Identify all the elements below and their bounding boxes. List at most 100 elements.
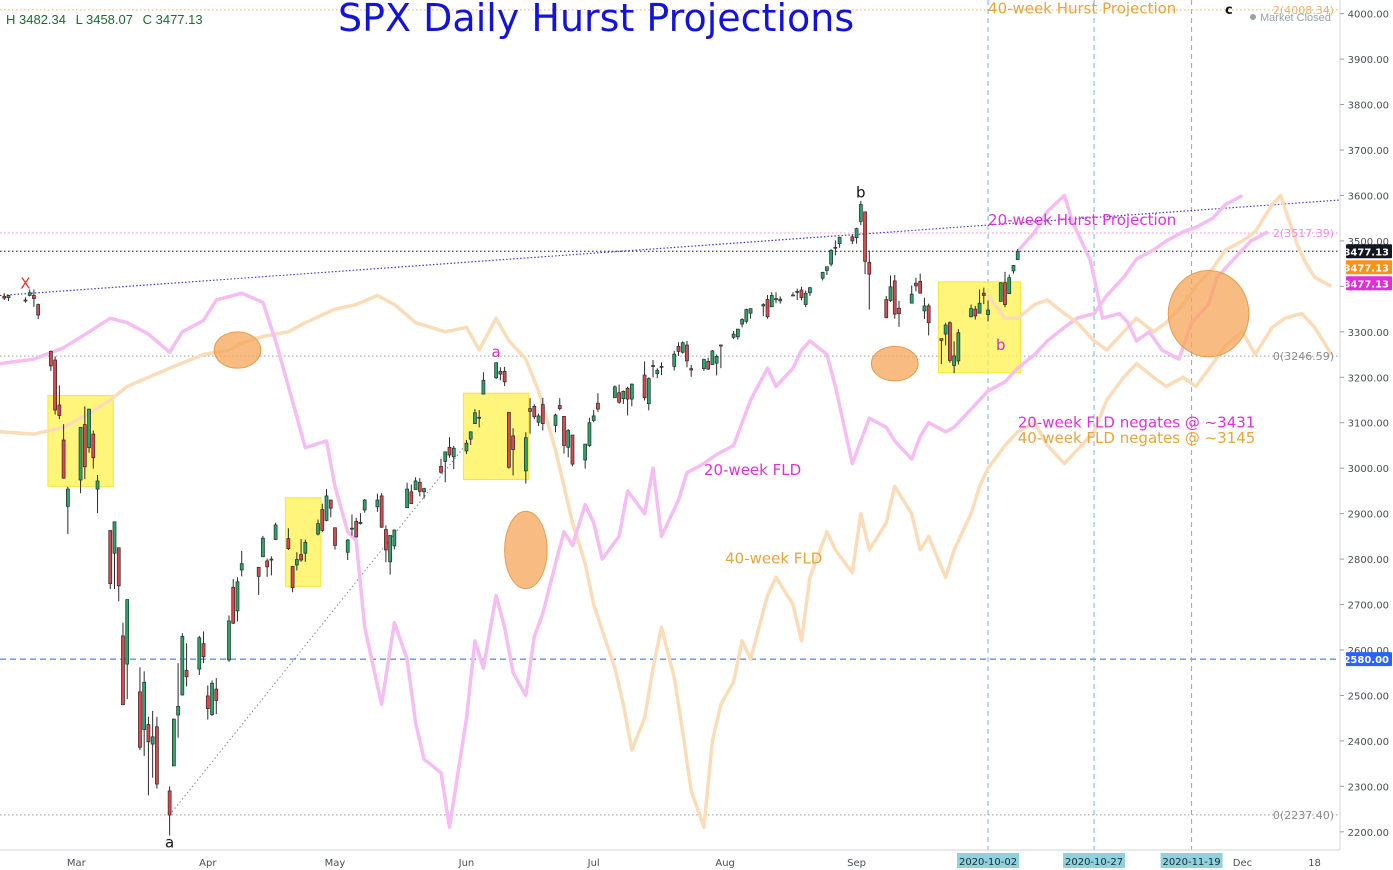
candle-body [829,250,833,265]
candle-body [447,446,452,456]
candle-body [65,488,70,507]
candle-body [981,292,986,296]
candle-body [540,404,545,424]
candle [642,361,647,401]
price-axis-label: 2200.00 [1348,828,1389,839]
candle-body [1007,277,1012,294]
candle [629,383,634,407]
candle [443,451,448,483]
candle-body [269,558,274,561]
candle-body [1015,251,1020,260]
candle [299,539,303,562]
candle-body [1003,282,1007,305]
candle [507,411,511,469]
price-axis-label: 3700.00 [1348,146,1389,157]
candle [918,273,923,294]
candle-body [710,350,715,365]
candle [511,428,515,476]
candle [986,300,990,322]
candle [439,458,443,474]
candle [867,250,872,310]
candle-body [863,211,867,262]
candle-body [685,344,689,362]
candle [528,398,532,434]
ohlc-readout: H 3482.34 L 3458.07 C 3477.13 [6,12,209,27]
candle-body [112,521,117,554]
date-flag [1063,853,1126,868]
candle-body [914,282,918,287]
highlight-box [462,392,530,481]
candle-body [621,391,626,399]
candle [808,286,812,296]
candle-body [511,435,515,450]
candle-body [986,309,990,315]
time-axis-label: 18 [1308,858,1321,869]
candle-body [587,422,592,446]
price-flag [1346,276,1392,291]
candle [858,200,863,225]
price-flag-label: 2580.00 [1343,655,1389,666]
candle [689,365,694,377]
candle [570,434,575,467]
price-flag [1346,652,1392,667]
wave-label: a [492,343,501,361]
candle-body [719,344,723,347]
candle [57,385,62,420]
candle [948,321,952,363]
candle [473,409,477,424]
candle-body [833,246,838,249]
candle-body [256,566,261,577]
candle-body [562,416,566,446]
status-dot-icon [1250,14,1256,20]
candle [719,344,723,369]
fib-level-label: 2(3517.39) [1273,227,1334,240]
market-status-label: Market Closed [1260,12,1331,24]
candle-body [473,412,477,424]
annotation-label: 20-week FLD [704,461,801,479]
date-flag-label: 2020-11-19 [1163,857,1221,868]
candle-body [867,261,872,275]
candle-body [439,466,443,473]
candle [142,671,147,756]
candle [557,398,562,411]
candle [333,527,337,550]
candle-body [333,527,337,546]
candle [977,289,982,314]
candle [553,413,558,433]
price-axis-label: 2500.00 [1348,691,1389,702]
candle-body [78,426,83,481]
candle [354,517,359,538]
price-axis-label: 3600.00 [1348,191,1389,202]
candle [833,240,838,256]
candle [294,552,299,571]
candle [748,308,753,319]
candle-body [2,296,7,299]
candle-body [735,328,740,338]
annotation-label: 20-week Hurst Projection [988,211,1176,229]
candle-body [210,682,214,715]
candle-body [948,322,952,361]
candle-body [290,566,295,589]
time-axis-label: May [325,858,346,869]
candle [837,236,842,248]
market-status: Market Closed [1250,12,1331,24]
candle-body [172,718,176,767]
candle-body [350,527,354,530]
candle [494,362,498,380]
candle [409,484,414,504]
candle-body [553,414,558,426]
candle-body [409,491,414,504]
candle-body [477,416,482,419]
price-axis-label: 3300.00 [1348,328,1389,339]
candle [825,266,829,275]
candle-body [87,408,91,449]
date-flag-label: 2020-10-27 [1065,857,1123,868]
candle-body [286,538,291,549]
candle [146,716,151,796]
candle-body [591,415,596,421]
fib-level-label: 2(4008.34) [1273,4,1334,17]
candle-body [680,342,685,353]
candle [405,482,409,509]
candle-body [494,362,498,379]
wave-label: b [856,183,866,201]
